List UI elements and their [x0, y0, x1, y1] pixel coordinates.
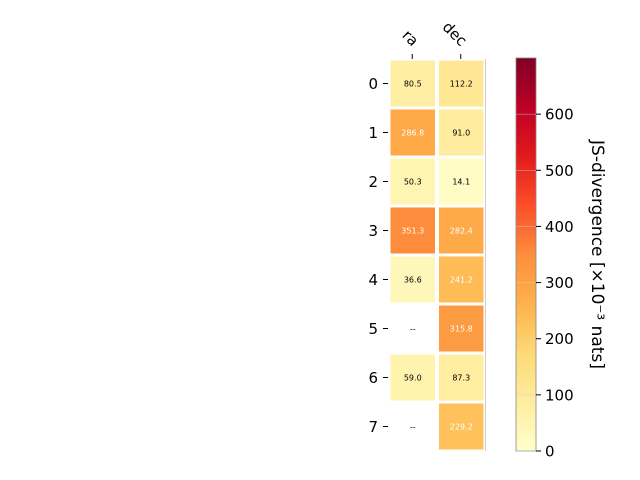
cell-value-label: 59.0 [404, 374, 422, 383]
cell-value-label: 50.3 [404, 178, 422, 187]
heatmap-cell [390, 256, 435, 303]
heatmap-cell [439, 403, 484, 450]
row-tick-label: 0 [368, 75, 378, 93]
row-tick-label: 4 [368, 271, 378, 289]
cell-value-label: 112.2 [450, 80, 473, 89]
colorbar-tick-label: 100 [545, 386, 574, 404]
cell-value-label: 351.3 [401, 227, 424, 236]
heatmap-cell [439, 256, 484, 303]
colorbar-tick-label: 600 [545, 106, 574, 124]
row-tick-label: 3 [368, 222, 378, 240]
cell-value-label: -- [410, 423, 416, 432]
column-tick-label: ra [399, 26, 423, 50]
cell-value-label: 87.3 [452, 374, 470, 383]
colorbar: 0 100 200 300 400 500 600 JS-divergence [×10⁻³ … [515, 57, 607, 461]
heatmap-cell [439, 354, 484, 401]
cell-value-label: 36.6 [404, 276, 422, 285]
heatmap-cell [390, 158, 435, 205]
heatmap-cell [390, 109, 435, 156]
cell-value-label: 315.8 [450, 325, 473, 334]
colorbar-tick-label: 500 [545, 162, 574, 180]
heatmap-cell [439, 207, 484, 254]
cell-value-label: 241.2 [450, 276, 473, 285]
cell-value-label: 229.2 [450, 423, 473, 432]
heatmap-cell [390, 207, 435, 254]
colorbar-tick-label: 200 [545, 330, 574, 348]
row-tick-label: 6 [368, 369, 378, 387]
heatmap-cell [439, 60, 484, 107]
heatmap-cell [439, 158, 484, 205]
colorbar-label: JS-divergence [×10⁻³ nats] [587, 139, 607, 369]
heatmap-cell [439, 109, 484, 156]
heatmap-grid: 80.5 112.2 286.8 91.0 50.3 14.1 351.3 282.4 36.6… [368, 18, 486, 451]
column-tick-label: dec [439, 18, 471, 50]
cell-value-label: -- [410, 325, 416, 334]
colorbar-tick-label: 400 [545, 218, 574, 236]
cell-value-label: 91.0 [452, 129, 470, 138]
row-tick-label: 5 [368, 320, 378, 338]
colorbar-tick-label: 300 [545, 274, 574, 292]
cell-value-label: 286.8 [401, 129, 424, 138]
colorbar-gradient [515, 57, 537, 452]
row-tick-label: 2 [368, 173, 378, 191]
row-tick-label: 7 [368, 418, 378, 436]
row-tick-label: 1 [368, 124, 378, 142]
heatmap-cell [390, 60, 435, 107]
heatmap-cell [390, 354, 435, 401]
heatmap-cell [439, 305, 484, 352]
cell-value-label: 80.5 [404, 80, 422, 89]
cell-value-label: 14.1 [452, 178, 470, 187]
colorbar-tick-label: 0 [545, 443, 555, 461]
cell-value-label: 282.4 [450, 227, 473, 236]
